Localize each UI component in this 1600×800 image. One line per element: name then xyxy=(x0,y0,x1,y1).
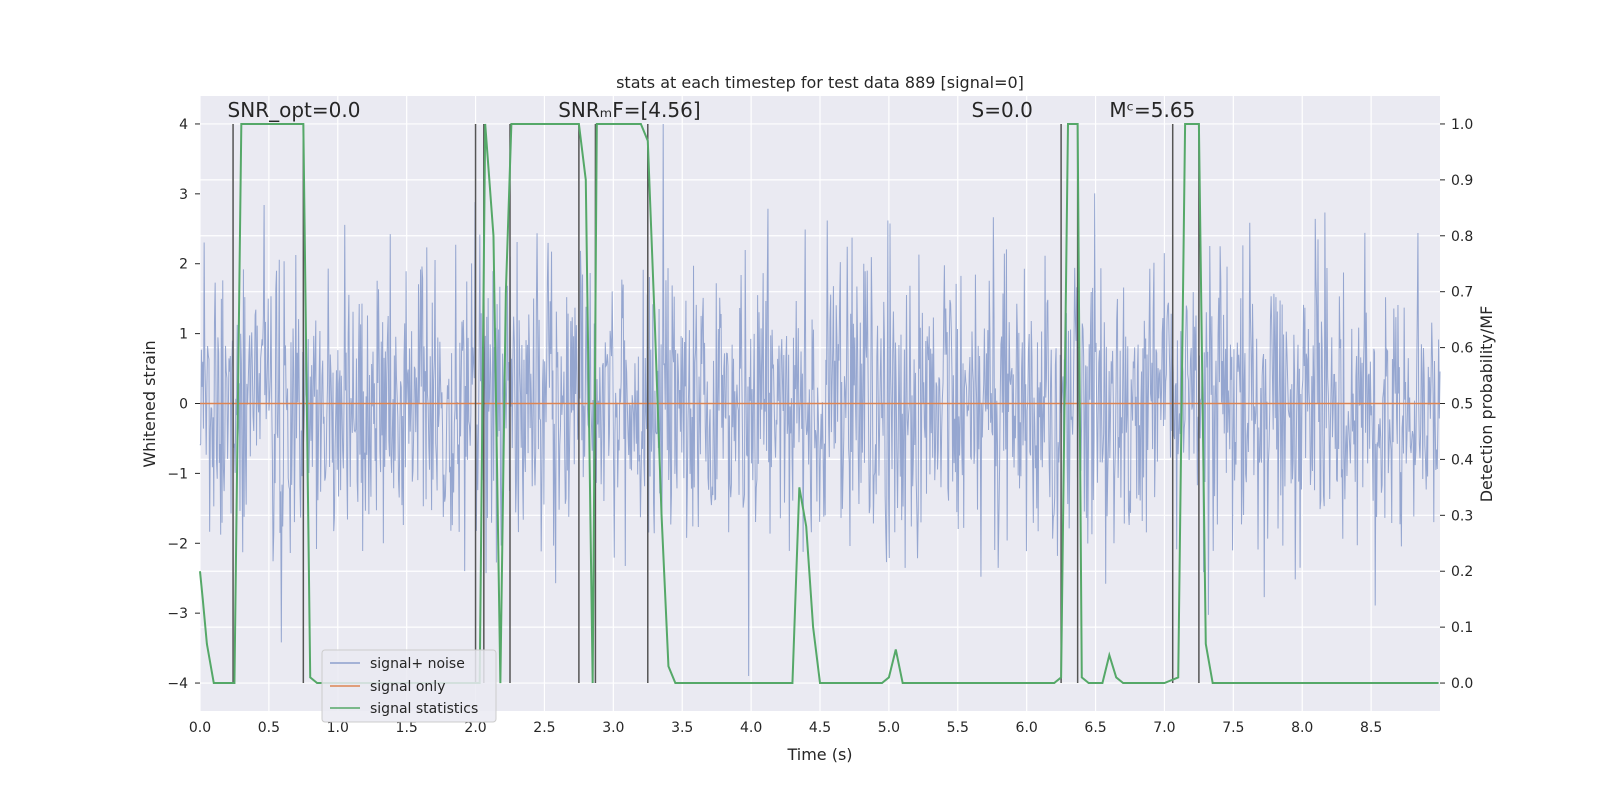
y-tick-label: −3 xyxy=(167,606,188,622)
y-tick-label: 4 xyxy=(179,117,188,133)
annotations: SNR_opt=0.0 SNRₘF=[4.56] S=0.0 Mᶜ=5.65 xyxy=(228,98,1196,122)
signal-statistics-series xyxy=(199,122,1439,685)
annotation-label: SNRₘF=[4.56] xyxy=(558,98,700,122)
y2-tick-label: 0.1 xyxy=(1451,620,1473,636)
legend-label-signal-only: signal only xyxy=(370,679,445,695)
y2-tick-label: 0.0 xyxy=(1451,676,1473,692)
signal-noise-series xyxy=(199,123,1441,677)
y2-axis-label: Detection probability/MF xyxy=(1477,306,1496,503)
y2-tick-label: 0.4 xyxy=(1451,452,1473,468)
y-tick-label: −4 xyxy=(167,676,188,692)
x-tick-label: 7.0 xyxy=(1153,720,1175,736)
x-tick-label: 8.0 xyxy=(1291,720,1313,736)
x-tick-label: 3.0 xyxy=(602,720,624,736)
x-tick-label: 3.5 xyxy=(671,720,693,736)
x-tick-label: 0.0 xyxy=(189,720,211,736)
y2-axis-ticks: 1.0 0.9 0.8 0.7 0.6 0.5 0.4 0.3 0.2 0.1 0.0 xyxy=(1440,117,1473,692)
x-tick-label: 2.0 xyxy=(464,720,486,736)
x-tick-label: 7.5 xyxy=(1222,720,1244,736)
chart-title: stats at each timestep for test data 889… xyxy=(616,73,1024,92)
x-tick-label: 1.0 xyxy=(327,720,349,736)
x-axis-label: Time (s) xyxy=(786,745,852,764)
y-tick-label: 2 xyxy=(179,257,188,273)
x-tick-label: 1.5 xyxy=(396,720,418,736)
y2-tick-label: 0.9 xyxy=(1451,173,1473,189)
y2-tick-label: 0.7 xyxy=(1451,285,1473,301)
y-tick-label: 1 xyxy=(179,327,188,343)
legend-box xyxy=(321,649,497,723)
legend-label-signal-statistics: signal statistics xyxy=(370,701,478,717)
legend-label-signal-noise: signal+ noise xyxy=(370,656,465,672)
y2-tick-label: 0.5 xyxy=(1451,397,1473,413)
signal-noise-line xyxy=(199,123,1441,677)
annotation-label: Mᶜ=5.65 xyxy=(1109,98,1195,122)
x-tick-label: 6.0 xyxy=(1016,720,1038,736)
y-tick-label: 3 xyxy=(179,187,188,203)
x-tick-label: 0.5 xyxy=(258,720,280,736)
x-tick-label: 5.0 xyxy=(878,720,900,736)
y-tick-label: −1 xyxy=(167,466,188,482)
annotation-label: S=0.0 xyxy=(972,98,1033,122)
y2-tick-label: 1.0 xyxy=(1451,117,1473,133)
x-tick-label: 4.5 xyxy=(809,720,831,736)
y-tick-label: −2 xyxy=(167,536,188,552)
signal-statistics-line xyxy=(199,122,1439,685)
y-tick-label: 0 xyxy=(179,397,188,413)
y2-tick-label: 0.3 xyxy=(1451,508,1473,524)
x-tick-label: 6.5 xyxy=(1084,720,1106,736)
x-tick-label: 5.5 xyxy=(947,720,969,736)
vertical-markers xyxy=(232,123,1200,684)
x-axis-ticks: 0.0 0.5 1.0 1.5 2.0 2.5 3.0 3.5 4.0 4.5 5.0 5.5 6.0 6… xyxy=(189,720,1382,736)
y2-tick-label: 0.8 xyxy=(1451,229,1473,245)
x-tick-label: 4.0 xyxy=(740,720,762,736)
annotation-label: SNR_opt=0.0 xyxy=(228,98,361,122)
y-axis-label: Whitened strain xyxy=(140,340,159,467)
legend: signal+ noise signal only signal statist… xyxy=(321,649,497,723)
x-tick-label: 2.5 xyxy=(533,720,555,736)
x-tick-label: 8.5 xyxy=(1360,720,1382,736)
y2-tick-label: 0.6 xyxy=(1451,341,1473,357)
y-axis-ticks: 4 3 2 1 0 −1 −2 −3 −4 xyxy=(167,117,200,692)
y2-tick-label: 0.2 xyxy=(1451,564,1473,580)
